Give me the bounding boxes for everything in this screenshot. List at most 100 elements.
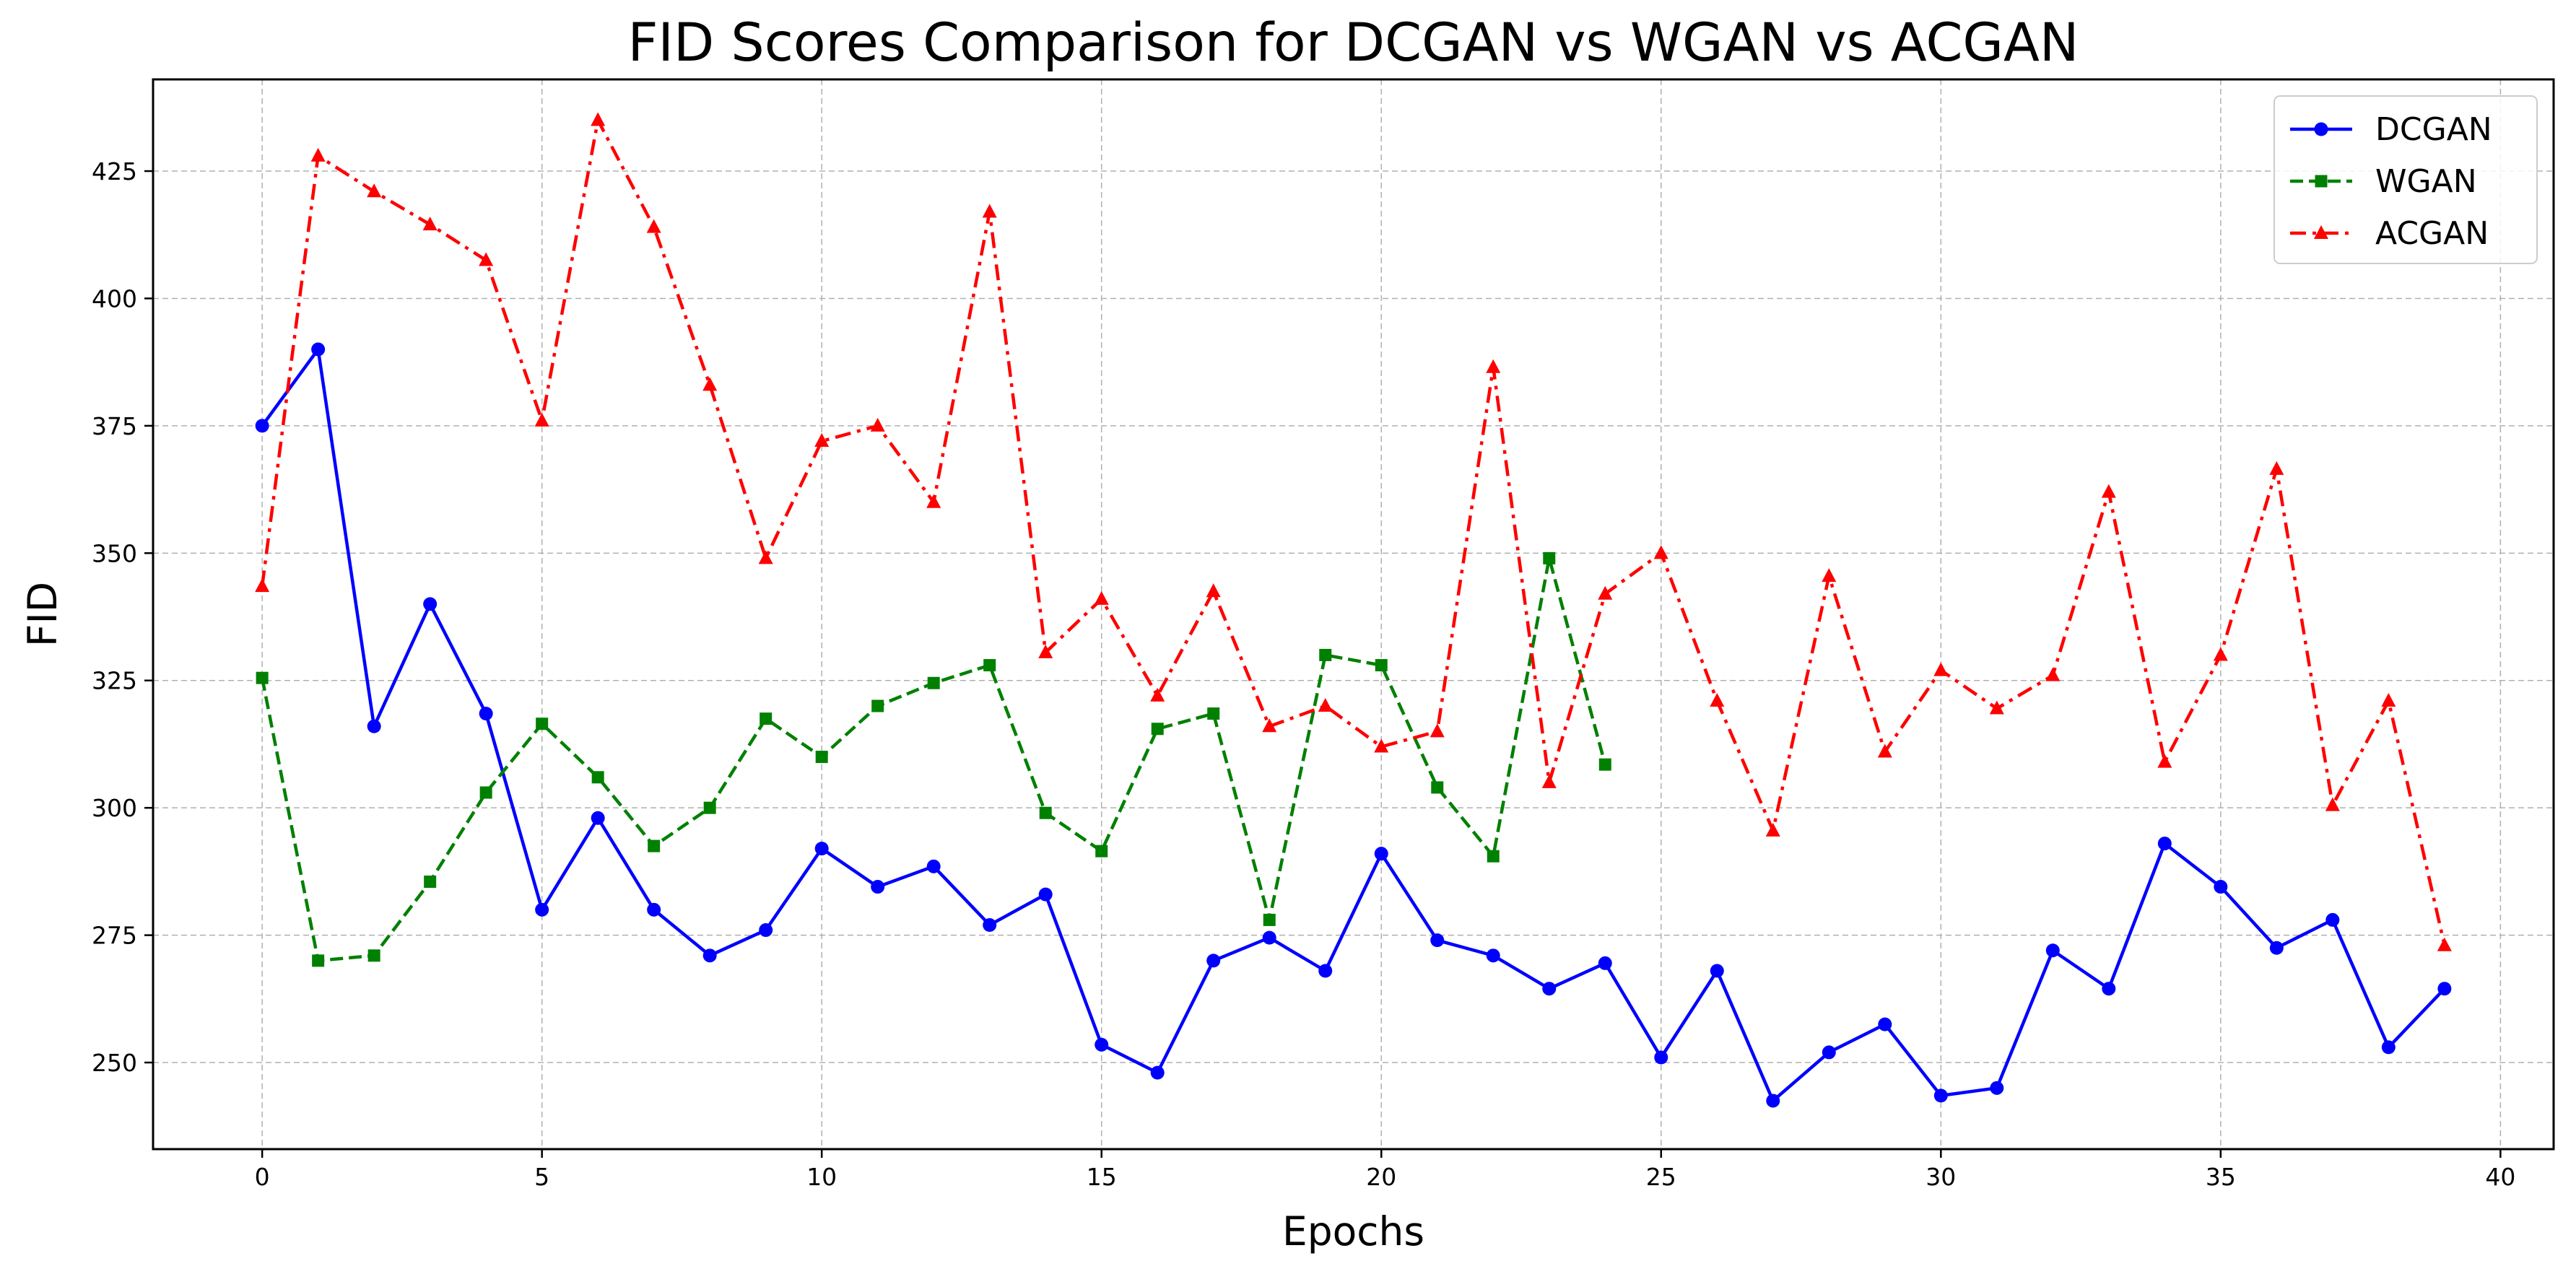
wgan-point: [927, 676, 940, 689]
dcgan-point: [1038, 887, 1053, 902]
acgan-point: [758, 550, 773, 564]
wgan-point: [312, 954, 325, 967]
wgan-point: [1151, 723, 1164, 736]
acgan-line: [260, 118, 2447, 946]
wgan-point: [1263, 913, 1276, 926]
legend-marker-wgan: [2315, 175, 2328, 188]
wgan-point: [479, 786, 492, 799]
acgan-point: [1430, 723, 1445, 738]
wgan-point: [536, 717, 549, 730]
wgan-point: [1095, 845, 1108, 858]
series-layer: [255, 112, 2452, 1108]
acgan-point: [870, 417, 885, 432]
acgan-point: [1933, 662, 1949, 676]
dcgan-point: [255, 419, 269, 433]
y-tick-label: 300: [92, 794, 137, 822]
wgan-point: [871, 699, 884, 712]
acgan-point: [1541, 774, 1557, 788]
dcgan-point: [1095, 1037, 1109, 1052]
dcgan-point: [591, 811, 605, 825]
wgan-point: [591, 771, 604, 784]
legend-label-wgan: WGAN: [2375, 163, 2477, 200]
plot-frame: [152, 78, 2555, 1151]
y-tick-label: 325: [92, 667, 137, 695]
legend-box: [2273, 95, 2538, 264]
dcgan-point: [1710, 964, 1724, 978]
acgan-point: [1989, 700, 2004, 715]
acgan-point: [591, 112, 606, 126]
acgan-point: [2157, 754, 2172, 768]
legend-item-acgan: ACGAN: [2290, 215, 2489, 252]
acgan-point: [2381, 692, 2396, 707]
wgan-point: [1598, 758, 1611, 771]
legend-label-dcgan: DCGAN: [2375, 111, 2492, 148]
y-tick-label: 400: [92, 284, 137, 313]
x-tick-label: 30: [1926, 1163, 1956, 1191]
dcgan-point: [814, 842, 829, 856]
dcgan-point: [2102, 982, 2116, 996]
wgan-point: [760, 712, 773, 725]
acgan-point: [367, 183, 382, 198]
acgan-point: [1262, 718, 1277, 733]
axis-ticks: 0 5 10 15 20 25 30 35 40 250 275 300 325 350 375 400 425: [92, 157, 2515, 1191]
acgan-point: [1486, 359, 1501, 373]
dcgan-point: [1933, 1088, 1948, 1103]
x-tick-label: 40: [2485, 1163, 2515, 1191]
acgan-point: [2213, 647, 2228, 661]
dcgan-point: [2214, 880, 2228, 894]
dcgan-point: [2381, 1040, 2396, 1055]
acgan-point: [1598, 585, 1613, 600]
y-tick-label: 350: [92, 539, 137, 567]
acgan-point: [534, 412, 549, 427]
wgan-point: [1431, 781, 1444, 794]
dcgan-point: [1542, 982, 1557, 996]
wgan-point: [703, 801, 716, 814]
acgan-point: [1653, 545, 1668, 559]
acgan-point: [646, 219, 661, 233]
dcgan-point: [1374, 847, 1388, 861]
chart-title: FID Scores Comparison for DCGAN vs WGAN …: [627, 12, 2079, 74]
wgan-point: [1487, 850, 1500, 863]
acgan-point: [1206, 583, 1221, 598]
x-tick-label: 25: [1646, 1163, 1676, 1191]
dcgan-point: [2437, 982, 2452, 996]
acgan-point: [982, 204, 997, 218]
dcgan-point: [759, 923, 773, 938]
x-tick-label: 15: [1087, 1163, 1117, 1191]
legend-marker-acgan: [2314, 225, 2328, 239]
x-tick-label: 10: [806, 1163, 837, 1191]
series-dcgan: [255, 342, 2452, 1108]
acgan-point: [2325, 797, 2340, 811]
legend-item-wgan: WGAN: [2290, 163, 2477, 200]
wgan-point: [1543, 551, 1556, 564]
legend-item-dcgan: DCGAN: [2290, 111, 2492, 148]
dcgan-point: [1486, 948, 1500, 963]
dcgan-point: [1878, 1017, 1892, 1031]
acgan-point: [2045, 667, 2061, 681]
y-tick-label: 425: [92, 157, 137, 186]
acgan-point: [702, 377, 718, 391]
dcgan-point: [1430, 933, 1445, 948]
acgan-point: [422, 217, 438, 231]
y-tick-label: 250: [92, 1049, 137, 1077]
acgan-point: [1094, 590, 1109, 605]
wgan-point: [1375, 659, 1388, 672]
wgan-point: [1319, 648, 1332, 661]
dcgan-point: [535, 902, 549, 917]
wgan-point: [648, 839, 661, 852]
acgan-point: [1765, 822, 1780, 837]
x-tick-label: 35: [2206, 1163, 2236, 1191]
y-tick-label: 375: [92, 412, 137, 440]
acgan-point: [1150, 687, 1165, 702]
dcgan-point: [367, 719, 381, 733]
acgan-point: [1822, 568, 1837, 583]
dcgan-line: [261, 347, 2446, 1103]
dcgan-point: [1318, 964, 1333, 978]
dcgan-point: [926, 859, 941, 873]
acgan-point: [310, 147, 326, 162]
acgan-point: [2437, 937, 2452, 951]
acgan-point: [1318, 698, 1333, 712]
legend: DCGAN WGAN ACGAN: [2273, 95, 2538, 264]
